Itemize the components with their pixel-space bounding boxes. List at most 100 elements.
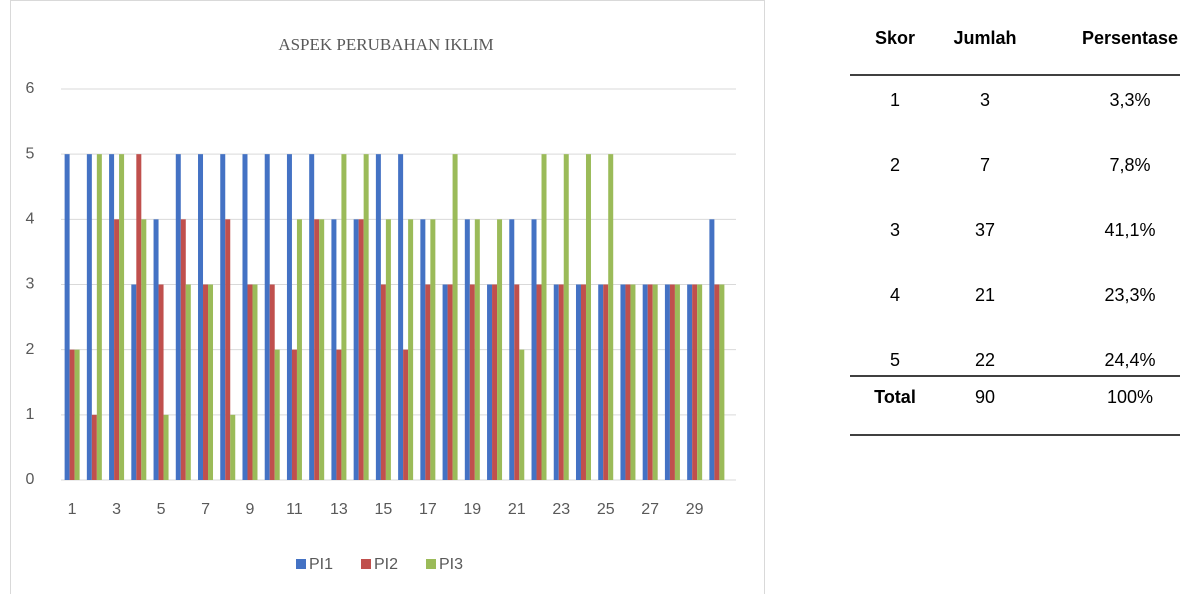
bar [296,219,302,481]
bar [269,284,275,480]
bar [474,219,480,481]
bar [175,154,181,480]
table-total: Total [874,387,916,407]
x-tick-label: 23 [552,501,570,518]
bar [630,284,636,480]
table-total: 100% [1107,387,1153,407]
table-cell: 3 [890,220,900,240]
bar [669,284,675,480]
x-tick-label: 27 [641,501,659,518]
bar [331,219,337,481]
bar [497,219,503,481]
bar [452,154,458,480]
bar [158,284,164,480]
y-tick-label: 1 [26,406,35,423]
bar [336,349,342,480]
bar [620,284,626,480]
y-tick-label: 0 [26,471,35,488]
x-tick-label: 11 [286,501,303,518]
bar [687,284,693,480]
bar [86,154,92,480]
legend-swatch [426,559,436,569]
y-tick-label: 2 [26,341,35,358]
bar [69,349,75,480]
legend-swatch [361,559,371,569]
bar [664,284,670,480]
bar [580,284,586,480]
table-cell: 21 [975,285,995,305]
bar [403,349,409,480]
bar [180,219,186,481]
x-tick-label: 5 [157,501,166,518]
y-tick-label: 6 [26,80,35,97]
table-cell: 41,1% [1104,220,1155,240]
bar [375,154,381,480]
bar [363,154,369,480]
bar [598,284,604,480]
bar [203,284,209,480]
bar [163,414,169,480]
bar [447,284,453,480]
legend-label: PI2 [374,556,398,573]
bar [309,154,315,480]
x-tick-label: 25 [597,501,615,518]
bar [575,284,581,480]
bar [492,284,498,480]
x-tick-label: 21 [508,501,526,518]
bar [153,219,159,481]
bar [198,154,204,480]
table-cell: 3 [980,90,990,110]
bar [469,284,475,480]
bar [709,219,715,481]
table-cell: 37 [975,220,995,240]
bar [425,284,431,480]
bar [647,284,653,480]
table-cell: 4 [890,285,900,305]
legend-label: PI1 [309,556,333,573]
x-tick-label: 9 [246,501,255,518]
table-cell: 2 [890,155,900,175]
bar [536,284,542,480]
table-cell: 3,3% [1109,90,1150,110]
y-tick-label: 4 [26,211,35,228]
bar [141,219,147,481]
bar [230,414,236,480]
x-tick-label: 3 [112,501,121,518]
bar [208,284,214,480]
bar [185,284,191,480]
table-cell: 22 [975,350,995,370]
bar [674,284,680,480]
bar [291,349,297,480]
bar [252,284,258,480]
bar [519,349,525,480]
table-cell: 1 [890,90,900,110]
bar [286,154,292,480]
bar [319,219,325,481]
bar [353,219,359,481]
bar [274,349,280,480]
bar [114,219,120,481]
bar [408,219,414,481]
bar [358,219,364,481]
bar [514,284,520,480]
bar [74,349,80,480]
y-tick-label: 5 [26,145,35,162]
bar [608,154,614,480]
table-header: Skor [875,28,915,48]
bar [553,284,559,480]
bar [314,219,320,481]
y-tick-label: 3 [26,276,35,293]
bar [509,219,515,481]
bar [558,284,564,480]
bar [242,154,248,480]
bar [131,284,137,480]
bar [442,284,448,480]
table-header: Persentase [1082,28,1178,48]
table-cell: 24,4% [1104,350,1155,370]
table-header: Jumlah [953,28,1016,48]
x-tick-label: 29 [686,501,704,518]
x-tick-label: 17 [419,501,437,518]
bar [341,154,347,480]
bar [603,284,609,480]
